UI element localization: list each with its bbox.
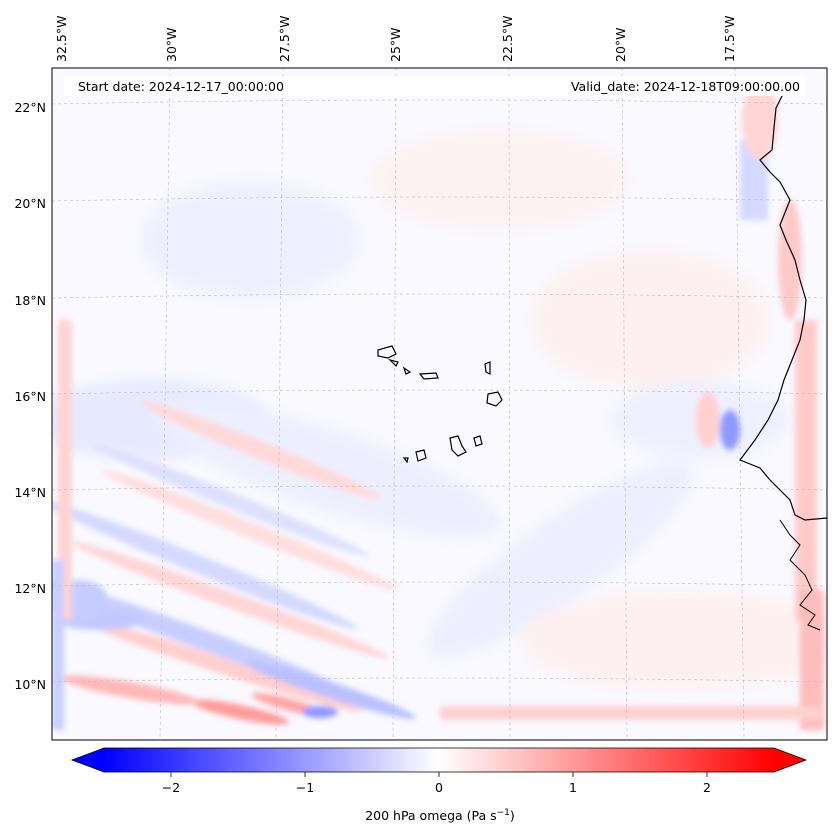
- omega-field: [52, 80, 827, 730]
- lon-label: 20°W: [613, 27, 628, 62]
- colorbar-tick-label: 0: [435, 780, 443, 795]
- map-panel: Start date: 2024-12-17_00:00:00 Valid_da…: [51, 67, 828, 741]
- lat-label: 16°N: [14, 389, 46, 404]
- colorbar-tick-label: −2: [162, 780, 180, 795]
- colorbar: −2 −1 0 1 2 200 hPa omega (Pa s−1): [70, 747, 808, 823]
- coastline: [739, 93, 827, 521]
- colorbar-label: 200 hPa omega (Pa s−1): [365, 808, 515, 823]
- cape-verde-islands: [377, 345, 503, 464]
- colorbar-tick-label: 1: [569, 780, 577, 795]
- info-strip: [64, 76, 806, 96]
- lon-label: 25°W: [388, 27, 403, 62]
- lon-label: 27.5°W: [277, 16, 292, 62]
- lat-label: 18°N: [14, 293, 46, 308]
- lon-label: 17.5°W: [722, 16, 737, 62]
- lat-label: 12°N: [14, 581, 46, 596]
- lon-label: 32.5°W: [54, 16, 69, 62]
- valid-date-label: Valid_date: 2024-12-18T09:00:00.00: [571, 79, 800, 94]
- lat-label: 10°N: [14, 677, 46, 692]
- lat-label: 14°N: [14, 485, 46, 500]
- colorbar-tick-label: 2: [703, 780, 711, 795]
- colorbar-outline: [70, 747, 808, 773]
- coastline-south: [779, 519, 821, 631]
- gridlines: [52, 68, 827, 740]
- colorbar-min-arrow: [72, 748, 104, 772]
- colorbar-gradient: [104, 748, 774, 772]
- start-date-label: Start date: 2024-12-17_00:00:00: [78, 79, 284, 94]
- longitude-labels: 32.5°W 30°W 27.5°W 25°W 22.5°W 20°W 17.5…: [54, 16, 737, 62]
- colorbar-ticks: −2 −1 0 1 2: [162, 772, 711, 795]
- lon-label: 30°W: [164, 27, 179, 62]
- lon-label: 22.5°W: [500, 16, 515, 62]
- colorbar-max-arrow: [774, 748, 806, 772]
- latitude-labels: 22°N 20°N 18°N 16°N 14°N 12°N 10°N: [14, 100, 46, 692]
- map-frame: [51, 67, 828, 741]
- lat-label: 20°N: [14, 196, 46, 211]
- lat-label: 22°N: [14, 100, 46, 115]
- colorbar-tick-label: −1: [296, 780, 314, 795]
